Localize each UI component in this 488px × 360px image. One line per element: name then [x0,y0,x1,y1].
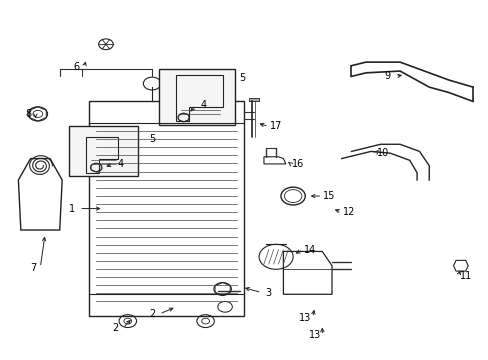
Text: 8: 8 [25,109,31,119]
Text: 5: 5 [239,73,244,83]
Text: 17: 17 [269,121,282,131]
Text: 2: 2 [112,323,119,333]
FancyBboxPatch shape [69,126,137,176]
Text: 1: 1 [69,203,75,213]
Text: 12: 12 [342,207,354,217]
Text: 4: 4 [117,159,123,169]
Text: 4: 4 [200,100,206,110]
FancyBboxPatch shape [159,69,234,125]
Text: 9: 9 [384,71,390,81]
Text: 11: 11 [459,271,471,282]
Text: 15: 15 [323,191,335,201]
Text: 13: 13 [308,330,321,341]
Text: 3: 3 [265,288,271,297]
Text: 10: 10 [376,148,388,158]
Text: 14: 14 [304,245,316,255]
Text: 2: 2 [149,309,155,319]
Text: 16: 16 [291,159,304,169]
Text: 5: 5 [149,134,155,144]
Text: 13: 13 [299,312,311,323]
Text: 7: 7 [30,262,36,273]
Text: 6: 6 [74,63,80,72]
Bar [249,98,259,102]
